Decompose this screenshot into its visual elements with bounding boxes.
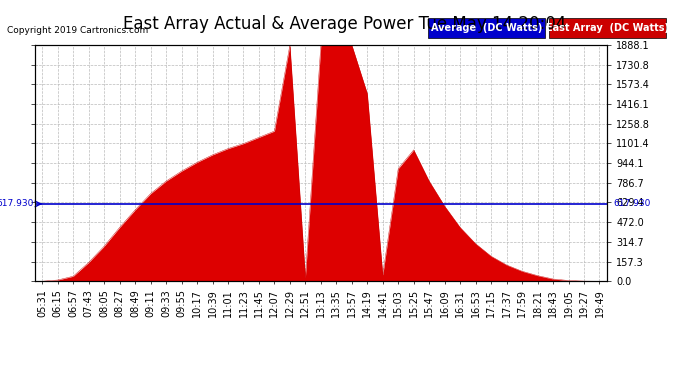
Text: East Array  (DC Watts): East Array (DC Watts) xyxy=(546,23,669,33)
Text: 617.930: 617.930 xyxy=(613,200,650,208)
Text: Average  (DC Watts): Average (DC Watts) xyxy=(431,23,542,33)
Text: 617.930: 617.930 xyxy=(0,200,34,208)
Text: East Array Actual & Average Power Tue May 14 20:04: East Array Actual & Average Power Tue Ma… xyxy=(124,15,566,33)
Text: Copyright 2019 Cartronics.com: Copyright 2019 Cartronics.com xyxy=(7,26,148,35)
